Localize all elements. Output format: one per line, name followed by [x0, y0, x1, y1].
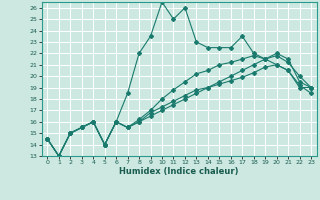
X-axis label: Humidex (Indice chaleur): Humidex (Indice chaleur): [119, 167, 239, 176]
